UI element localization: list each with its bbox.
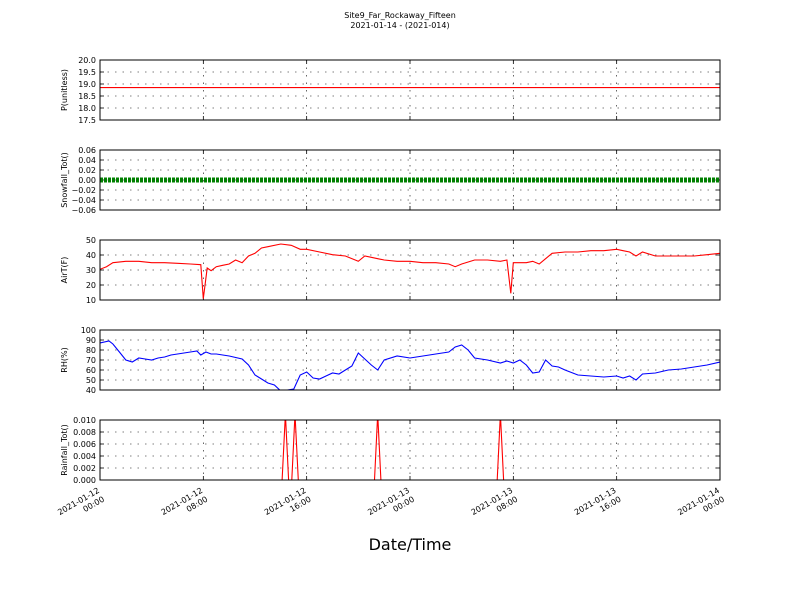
y-tick-label: 40: [86, 251, 96, 260]
y-tick-label: 0.00: [78, 176, 96, 185]
y-tick-label: 50: [86, 236, 96, 245]
x-tick-label: 2021-01-1316:00: [573, 486, 623, 526]
y-tick-label: 50: [86, 376, 96, 385]
y-tick-label: 40: [86, 386, 96, 395]
axes-frame: [99, 59, 721, 121]
series-group: [100, 420, 720, 480]
x-tick-label: 2021-01-1400:00: [676, 486, 726, 526]
series-line: [100, 420, 720, 480]
y-tick-label: 20.0: [78, 56, 96, 65]
axes-frame: [99, 149, 721, 211]
y-tick-label: 18.0: [78, 104, 96, 113]
y-tick-label: 0.008: [73, 428, 96, 437]
y-tick-label: 100: [81, 326, 96, 335]
x-tick-label: 2021-01-1308:00: [470, 486, 520, 526]
y-tick-label: 0.000: [73, 476, 96, 485]
y-axis-label: Snowfall_Tot(): [60, 152, 69, 208]
series-group: [100, 243, 720, 299]
subplot-1: 17.5 18.0 18.5 19.0 19.5 20.0 P(unitless): [60, 56, 721, 125]
y-tick-label: −0.06: [71, 206, 96, 215]
y-axis-label: Rainfall_Tot(): [60, 424, 69, 476]
series-group: [100, 340, 720, 390]
chart-subtitle: 2021-01-14 - (2021-014): [350, 21, 450, 30]
y-tick-label: 0.02: [78, 166, 96, 175]
y-tick-label: 0.006: [73, 440, 96, 449]
subplot-3: 10 20 30 40 50 AirT(F): [60, 236, 721, 305]
y-tick-label: 70: [86, 356, 96, 365]
y-tick-label: 30: [86, 266, 96, 275]
y-tick-label: 90: [86, 336, 96, 345]
y-axis-label: AirT(F): [60, 257, 69, 284]
y-tick-label: 0.002: [73, 464, 96, 473]
y-tick-label: 80: [86, 346, 96, 355]
subplot-5: 0.000 0.002 0.004 0.006 0.008 0.010 Rainfall_T…: [60, 416, 721, 485]
axes-frame: [99, 239, 721, 301]
x-tick-label: 2021-01-1300:00: [366, 486, 416, 526]
series-line: [100, 243, 720, 299]
y-tick-label: 20: [86, 281, 96, 290]
axes-frame: [99, 419, 721, 481]
y-tick-label: 0.004: [73, 452, 96, 461]
y-axis-label: P(unitless): [60, 69, 69, 111]
y-axis-label: RH(%): [60, 347, 69, 372]
chart-title: Site9_Far_Rockaway_Fifteen: [344, 11, 456, 20]
y-tick-label: 18.5: [78, 92, 96, 101]
subplot-2: −0.06−0.04−0.020.000.020.040.06 Snowfall_…: [60, 146, 721, 215]
y-tick-label: 19.0: [78, 80, 96, 89]
y-tick-label: −0.04: [71, 196, 96, 205]
y-tick-label: 17.5: [78, 116, 96, 125]
x-tick-label: 2021-01-1208:00: [160, 486, 210, 526]
axes-frame: [99, 329, 721, 391]
y-tick-label: 19.5: [78, 68, 96, 77]
y-tick-label: 0.04: [78, 156, 96, 165]
series-line: [100, 340, 720, 390]
y-tick-label: 60: [86, 366, 96, 375]
y-tick-label: 10: [86, 296, 96, 305]
y-tick-label: −0.02: [71, 186, 96, 195]
x-axis-label: Date/Time: [368, 535, 452, 554]
y-tick-label: 0.06: [78, 146, 96, 155]
y-tick-label: 0.010: [73, 416, 96, 425]
x-tick-label: 2021-01-1216:00: [263, 486, 313, 526]
x-tick-label: 2021-01-1200:00: [56, 486, 106, 526]
